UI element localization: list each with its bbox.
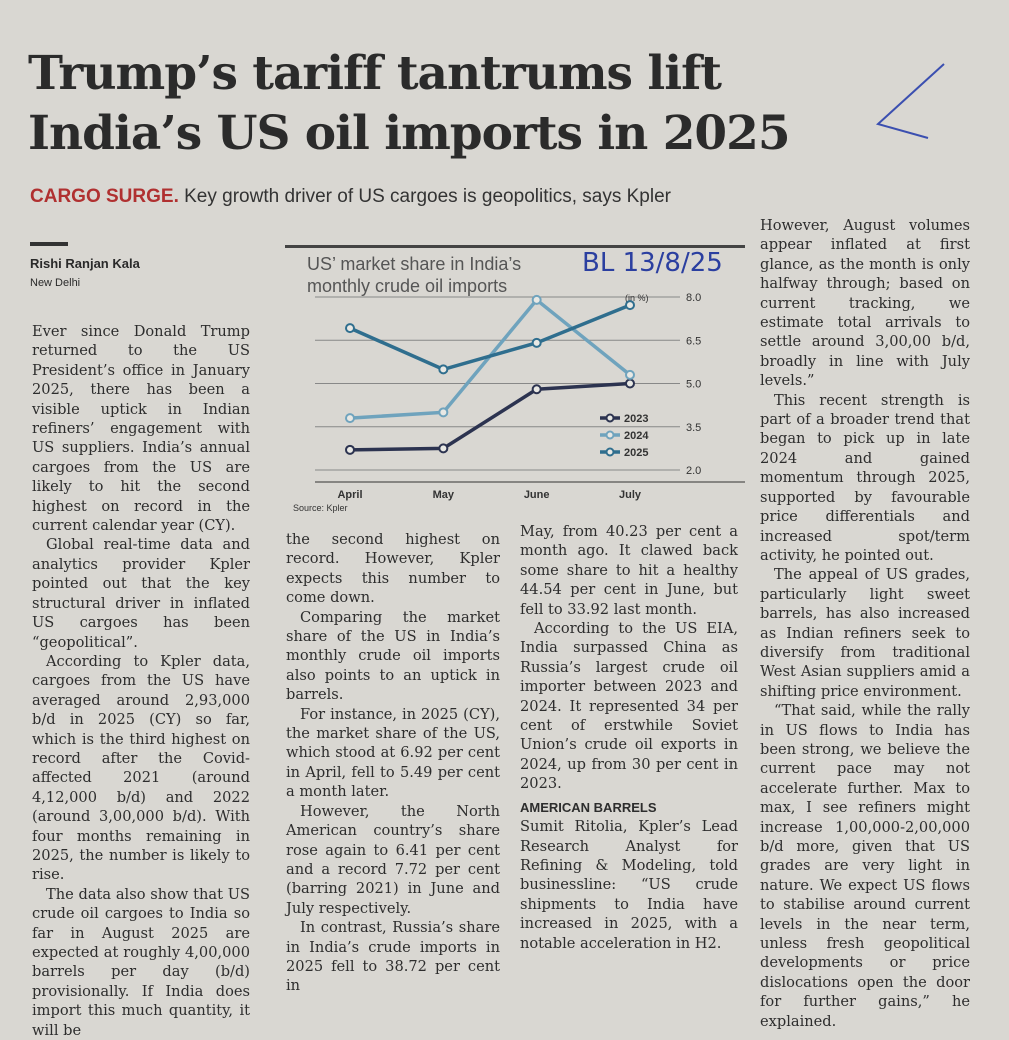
paragraph: This recent strength is part of a broade…	[760, 391, 970, 564]
legend-marker	[605, 447, 615, 457]
data-point-2024	[438, 407, 449, 418]
headline-line-2: India’s US oil imports in 2025	[28, 106, 791, 161]
series-line-2025	[349, 303, 631, 372]
paragraph: “That said, while the rally in US flows …	[760, 702, 970, 1030]
data-point-2024	[625, 369, 635, 380]
data-point-2023	[345, 444, 355, 455]
headline-line-1: Trump’s tariff tantrums lift	[28, 46, 722, 101]
paragraph: The appeal of US grades, particularly li…	[760, 566, 970, 700]
deck-kicker: CARGO SURGE.	[30, 186, 179, 207]
legend-label: 2025	[624, 447, 648, 459]
data-point-2024	[345, 413, 355, 424]
paragraph: Global real-time data and analytics prov…	[32, 536, 250, 651]
paragraph: May, from 40.23 per cent a month ago. It…	[520, 523, 738, 618]
paragraph: According to Kpler data, cargoes from th…	[32, 652, 250, 884]
x-tick-label: July	[619, 489, 642, 501]
y-tick-label: 3.5	[686, 422, 701, 434]
column-3: May, from 40.23 per cent a month ago. It…	[520, 522, 738, 953]
dateline: New Delhi	[30, 277, 81, 289]
column-1: Ever since Donald Trump returned to the …	[32, 322, 250, 1040]
chart-source: Source: Kpler	[293, 503, 348, 513]
paragraph: Comparing the market share of the US in …	[286, 608, 500, 704]
market-share-chart: US’ market share in India’s monthly crud…	[285, 245, 745, 517]
paragraph: However, the North American country’s sh…	[286, 802, 500, 917]
data-point-2025	[438, 364, 449, 375]
y-tick-label: 2.0	[686, 465, 701, 477]
paragraph: The data also show that US crude oil car…	[32, 885, 250, 1039]
legend-marker	[605, 430, 615, 440]
x-tick-label: June	[524, 489, 550, 501]
deck-text: Key growth driver of US cargoes is geopo…	[178, 186, 671, 207]
y-tick-label: 5.0	[686, 379, 701, 391]
paragraph: Sumit Ritolia, Kpler’s Lead Research Ana…	[520, 818, 738, 952]
deck: CARGO SURGE. Key growth driver of US car…	[30, 186, 671, 208]
series-line-2024	[349, 297, 632, 420]
paragraph: the second highest on record. However, K…	[286, 531, 500, 607]
data-point-2024	[531, 294, 542, 305]
y-tick-label: 6.5	[686, 335, 701, 347]
legend-label: 2024	[624, 430, 649, 442]
y-tick-label: 8.0	[686, 292, 701, 304]
series-line-2023	[349, 381, 631, 452]
x-tick-label: May	[433, 489, 455, 501]
legend-marker	[605, 413, 615, 423]
subhead: AMERICAN BARRELS	[520, 799, 657, 815]
headline: Trump’s tariff tantrums lift India’s US o…	[28, 44, 791, 164]
chart-plot: 2.0 3.5 5.0 6.5 8.0 (in %) April May June July 202…	[293, 292, 745, 513]
handwritten-note: BL 13/8/25	[582, 248, 723, 278]
legend-label: 2023	[624, 413, 648, 425]
column-2: the second highest on record. However, K…	[286, 530, 500, 996]
paragraph: In contrast, Russia’s share in India’s c…	[286, 919, 500, 995]
data-point-2025	[625, 300, 635, 311]
author: Rishi Ranjan Kala	[30, 256, 140, 271]
data-point-2023	[625, 378, 635, 389]
x-tick-label: April	[337, 489, 362, 501]
data-point-2023	[438, 443, 449, 454]
handwritten-tick-mark	[875, 63, 945, 139]
paragraph: According to the US EIA, India surpassed…	[520, 620, 738, 793]
data-point-2025	[345, 323, 355, 334]
byline: Rishi Ranjan Kala New Delhi	[30, 242, 140, 289]
data-point-2025	[531, 337, 542, 348]
column-4: However, August volumes appear inflated …	[760, 216, 970, 1031]
data-point-2023	[531, 384, 542, 395]
chart-title: US’ market share in India’s monthly crud…	[307, 254, 522, 296]
unit-label: (in %)	[625, 293, 649, 303]
paragraph: Ever since Donald Trump returned to the …	[32, 323, 250, 535]
paragraph: For instance, in 2025 (CY), the market s…	[286, 705, 500, 801]
paragraph: However, August volumes appear inflated …	[760, 217, 970, 390]
